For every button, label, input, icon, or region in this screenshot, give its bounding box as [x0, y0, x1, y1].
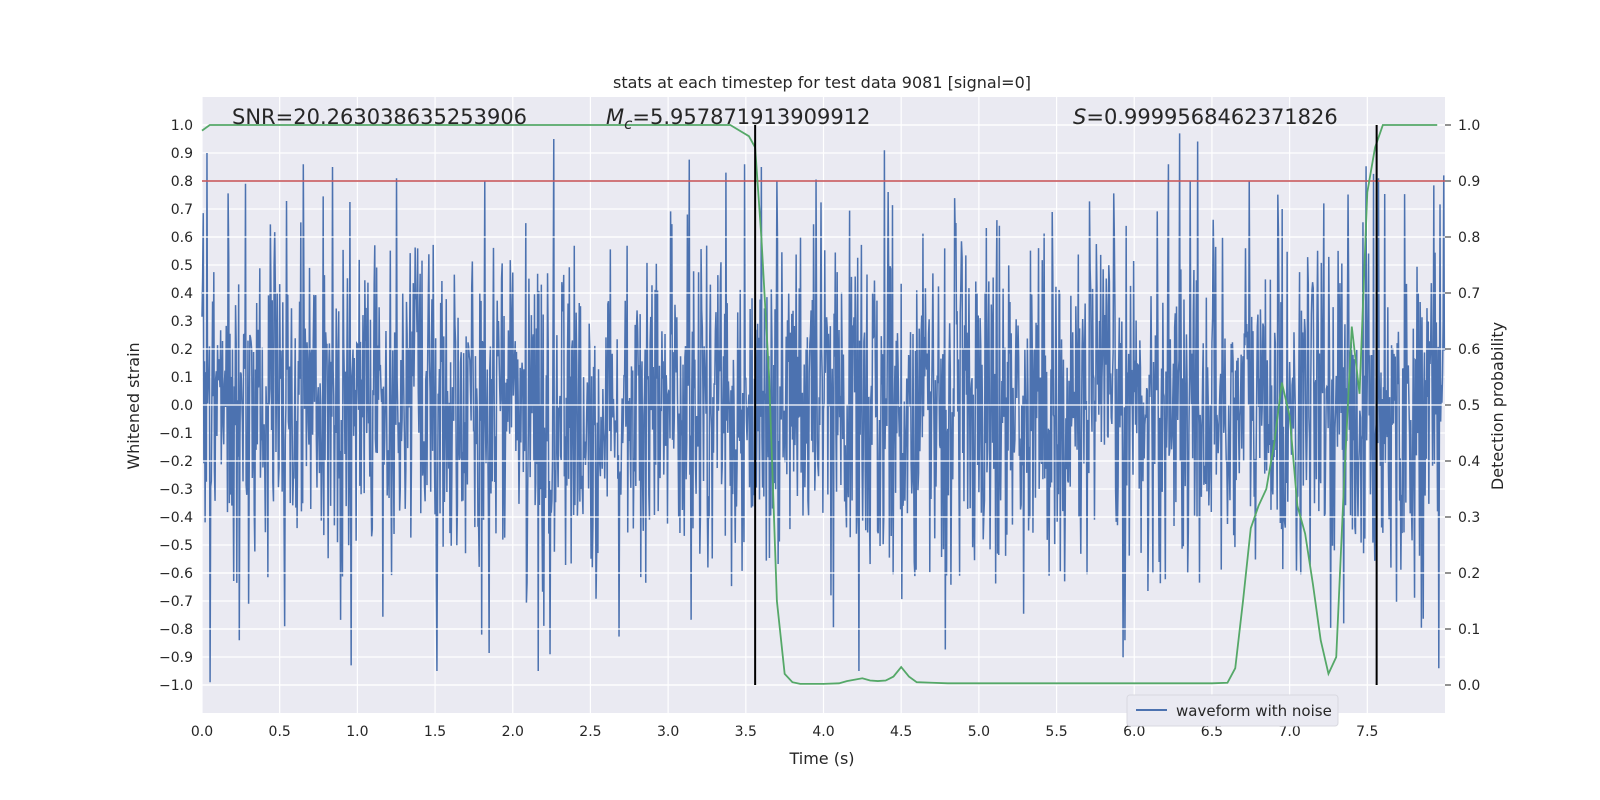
score-symbol: S — [1073, 105, 1086, 129]
snr-annotation: SNR=20.263038635253906 — [232, 105, 527, 129]
chirp-mass-annotation: Mc=5.957871913909912 — [606, 105, 870, 133]
y-tick-label: −0.5 — [159, 538, 193, 554]
score-annotation: S=0.9999568462371826 — [1073, 105, 1338, 129]
x-tick-label: 4.5 — [890, 724, 912, 740]
y-tick-label: 0.0 — [171, 398, 193, 414]
y-axis-right-label: Detection probability — [1488, 322, 1507, 490]
x-tick-label: 0.5 — [269, 724, 291, 740]
x-tick-label: 0.0 — [191, 724, 213, 740]
y-tick-label: −1.0 — [159, 678, 193, 694]
y-right-tick-label: 1.0 — [1458, 118, 1480, 134]
y-tick-label: −0.9 — [159, 650, 193, 666]
chirp-mass-value: =5.957871913909912 — [632, 105, 870, 129]
y-tick-label: −0.4 — [159, 510, 193, 526]
y-tick-label: 0.5 — [171, 258, 193, 274]
x-tick-label: 1.0 — [346, 724, 368, 740]
x-tick-label: 7.5 — [1356, 724, 1378, 740]
y-tick-label: 0.1 — [171, 370, 193, 386]
y-tick-label: −0.2 — [159, 454, 193, 470]
x-tick-label: 4.0 — [812, 724, 834, 740]
x-axis-ticks: 0.0 0.5 1.0 1.5 2.0 2.5 3.0 3.5 4.0 4.5 5.0 5.5 6.0 6… — [191, 724, 1379, 740]
y-right-tick-label: 0.9 — [1458, 174, 1480, 190]
y-tick-label: 0.4 — [171, 286, 193, 302]
y-right-tick-label: 0.5 — [1458, 398, 1480, 414]
score-value: =0.9999568462371826 — [1086, 105, 1337, 129]
y-right-tick-label: 0.4 — [1458, 454, 1480, 470]
x-axis-label: Time (s) — [788, 749, 854, 768]
x-tick-label: 6.0 — [1123, 724, 1145, 740]
y-right-tick-label: 0.7 — [1458, 286, 1480, 302]
x-tick-label: 5.5 — [1045, 724, 1067, 740]
x-tick-label: 6.5 — [1201, 724, 1223, 740]
chirp-mass-symbol: M — [606, 105, 624, 129]
x-tick-label: 2.5 — [579, 724, 601, 740]
y-right-tick-label: 0.2 — [1458, 566, 1480, 582]
y-tick-label: −0.1 — [159, 426, 193, 442]
y-tick-label: 0.7 — [171, 202, 193, 218]
y-tick-label: 0.3 — [171, 314, 193, 330]
y-tick-label: −0.6 — [159, 566, 193, 582]
y-tick-label: 0.9 — [171, 146, 193, 162]
chirp-mass-subscript: c — [624, 115, 633, 133]
legend: waveform with noise — [1126, 694, 1339, 727]
y-right-tick-label: 0.6 — [1458, 342, 1480, 358]
y-tick-label: −0.8 — [159, 622, 193, 638]
y-right-tick-label: 0.8 — [1458, 230, 1480, 246]
y-tick-label: −0.3 — [159, 482, 193, 498]
y-right-tick-label: 0.3 — [1458, 510, 1480, 526]
y-axis-label: Whitened strain — [124, 342, 143, 469]
event-markers — [754, 125, 1378, 685]
y-tick-label: 0.6 — [171, 230, 193, 246]
y-tick-label: −0.7 — [159, 594, 193, 610]
y-right-tick-label: 0.1 — [1458, 622, 1480, 638]
probability-line — [201, 124, 1438, 685]
legend-box — [1126, 694, 1339, 727]
legend-label: waveform with noise — [1176, 702, 1332, 720]
x-tick-label: 1.5 — [424, 724, 446, 740]
x-tick-label: 7.0 — [1278, 724, 1300, 740]
y-tick-label: 1.0 — [171, 118, 193, 134]
y-axis-right-ticks: 1.0 0.9 0.8 0.7 0.6 0.5 0.4 0.3 0.2 0.1 0.0 — [1445, 118, 1480, 694]
y-tick-label: 0.8 — [171, 174, 193, 190]
x-tick-label: 5.0 — [968, 724, 990, 740]
y-axis-ticks: 1.0 0.9 0.8 0.7 0.6 0.5 0.4 0.3 0.2 0.1 0.0 −0.1 −0.… — [159, 118, 193, 694]
x-tick-label: 2.0 — [502, 724, 524, 740]
y-tick-label: 0.2 — [171, 342, 193, 358]
x-tick-label: 3.0 — [657, 724, 679, 740]
chart-title: stats at each timestep for test data 908… — [613, 73, 1031, 92]
x-tick-label: 3.5 — [735, 724, 757, 740]
y-right-tick-label: 0.0 — [1458, 678, 1480, 694]
